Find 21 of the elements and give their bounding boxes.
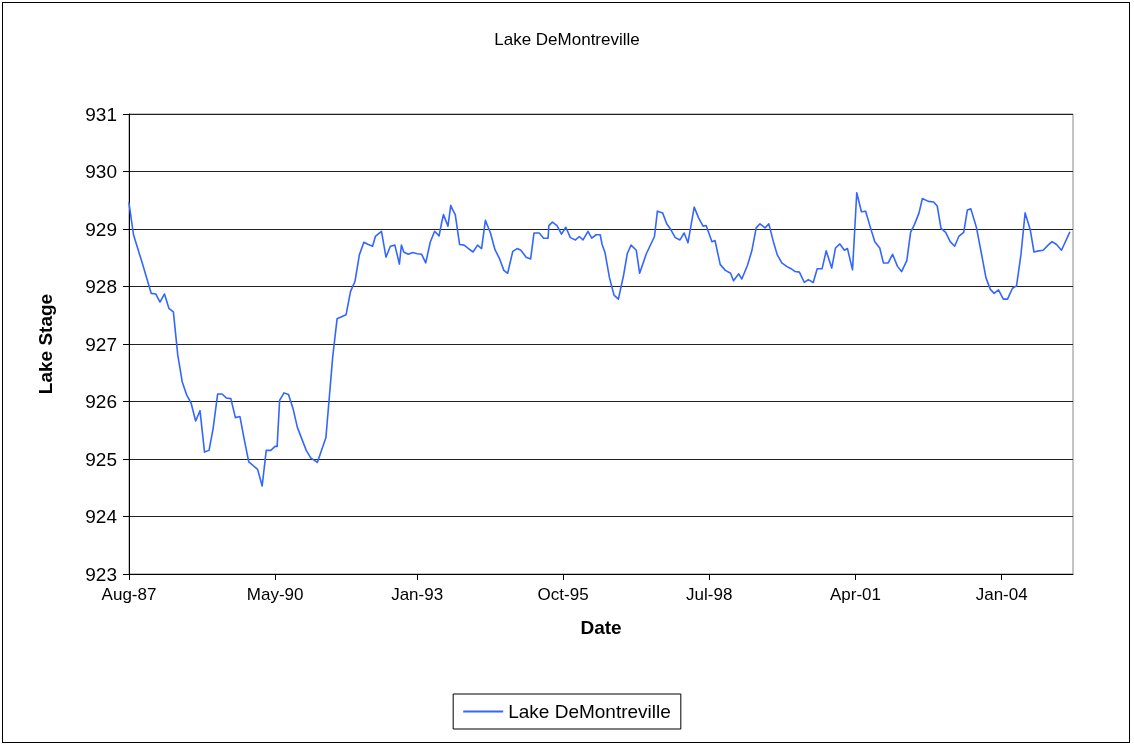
y-tick-label: 925 bbox=[85, 448, 117, 470]
x-tick-label: Jul-98 bbox=[686, 585, 733, 604]
x-tick-label: Jan-04 bbox=[975, 585, 1028, 604]
chart-title: Lake DeMontreville bbox=[494, 30, 640, 49]
y-tick-label: 929 bbox=[85, 218, 117, 240]
x-tick-label: Aug-87 bbox=[101, 585, 157, 604]
y-tick-label: 926 bbox=[85, 391, 117, 412]
y-tick-label: 924 bbox=[85, 506, 118, 527]
x-axis-title: Date bbox=[580, 617, 622, 638]
y-axis-title: Lake Stage bbox=[35, 293, 56, 395]
line-series bbox=[128, 191, 1071, 487]
y-tick-label: 930 bbox=[85, 161, 117, 182]
legend-label: Lake DeMontreville bbox=[508, 701, 671, 722]
y-tick-label: 931 bbox=[85, 103, 117, 125]
y-tick-label: 927 bbox=[85, 333, 117, 355]
x-tick-label: Oct-95 bbox=[537, 585, 589, 604]
x-tick-label: Apr-01 bbox=[829, 585, 881, 604]
y-tick-label: 923 bbox=[85, 563, 117, 585]
x-tick-label: May-90 bbox=[246, 585, 304, 604]
y-tick-label: 928 bbox=[85, 276, 117, 297]
x-tick-label: Jan-93 bbox=[391, 585, 444, 604]
